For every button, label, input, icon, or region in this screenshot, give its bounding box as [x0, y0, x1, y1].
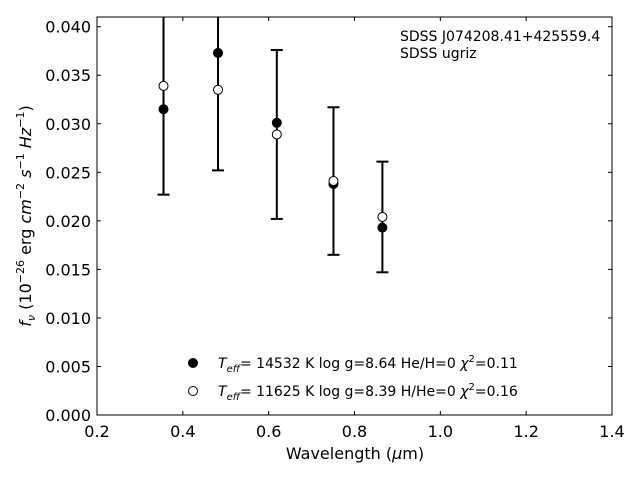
axis-ticks: 0.2 0.4 0.6 0.8 1.0 1.2 1.4 0.000 0.005 0.010 0.01…	[45, 17, 625, 441]
x-tick-label: 1.0	[428, 422, 453, 441]
x-tick-label: 0.4	[170, 422, 195, 441]
legend-label-helium-model: Teff= 11625 K log g=8.39 H/He=0 χ2=0.16	[218, 382, 518, 403]
y-tick-label: 0.015	[45, 260, 91, 279]
model-point-filled	[158, 104, 169, 115]
x-tick-label: 0.6	[256, 422, 281, 441]
y-tick-label: 0.025	[45, 163, 91, 182]
error-bars	[157, 17, 389, 274]
object-name-annotation: SDSS J074208.41+425559.4	[400, 29, 600, 45]
y-tick-label: 0.035	[45, 66, 91, 85]
y-tick-label: 0.005	[45, 357, 91, 376]
model-point-filled	[377, 222, 388, 233]
legend-marker-filled	[188, 358, 198, 368]
model-point-open	[328, 176, 339, 187]
y-tick-label: 0.040	[45, 18, 91, 37]
x-tick-label: 1.4	[599, 422, 624, 441]
filter-set-annotation: SDSS ugriz	[400, 46, 477, 62]
x-tick-label: 0.2	[84, 422, 109, 441]
x-axis-title: Wavelength (μm)	[286, 444, 424, 463]
legend-marker-open	[188, 386, 198, 396]
x-tick-label: 1.2	[513, 422, 538, 441]
model-point-filled	[271, 117, 282, 128]
legend: Teff= 14532 K log g=8.64 He/H=0 χ2=0.11 …	[188, 354, 518, 403]
data-points	[158, 47, 388, 233]
y-tick-label: 0.000	[45, 406, 91, 425]
model-point-open	[377, 211, 388, 222]
y-tick-label: 0.010	[45, 309, 91, 328]
y-tick-label: 0.020	[45, 212, 91, 231]
model-point-open	[158, 80, 169, 91]
model-point-open	[271, 129, 282, 140]
y-axis-title: fν (10−26 erg cm−2 s−1 Hz−1)	[14, 105, 38, 326]
model-point-open	[213, 84, 224, 95]
model-point-filled	[213, 47, 224, 58]
y-tick-label: 0.030	[45, 115, 91, 134]
x-tick-label: 0.8	[342, 422, 367, 441]
plot-frame	[96, 16, 613, 416]
legend-label-hydrogen-model: Teff= 14532 K log g=8.64 He/H=0 χ2=0.11	[218, 354, 518, 375]
